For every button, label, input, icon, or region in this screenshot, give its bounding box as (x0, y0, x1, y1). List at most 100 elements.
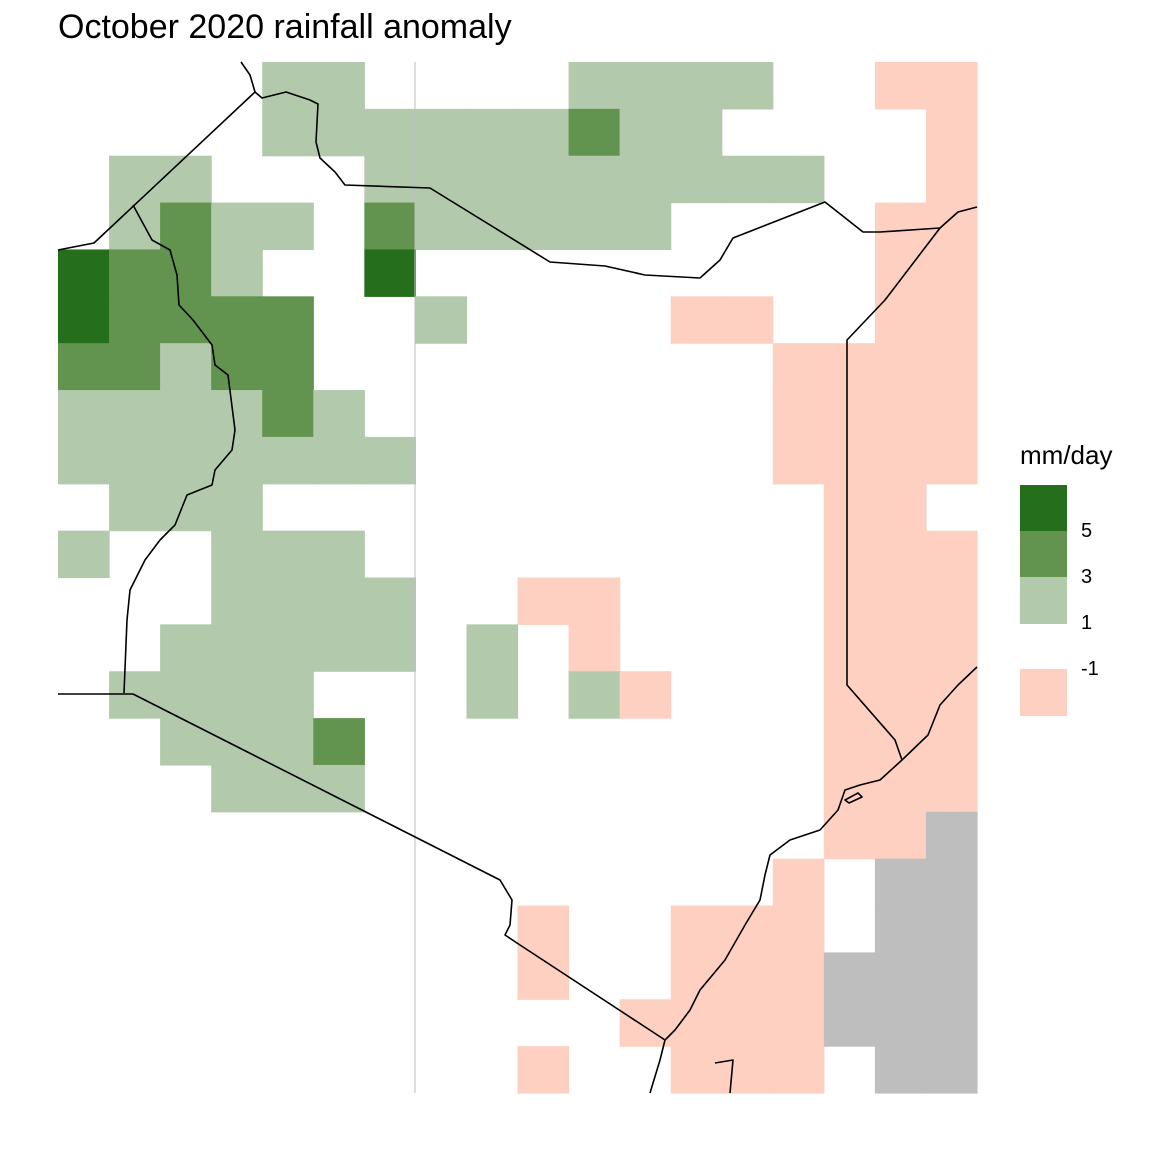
anomaly-cell (211, 764, 263, 813)
anomaly-cell (160, 343, 212, 391)
anomaly-cell (568, 624, 621, 672)
legend-swatch-above-5 (1020, 485, 1067, 532)
anomaly-cell (823, 343, 876, 391)
anomaly-cell (58, 296, 110, 344)
anomaly-cell (874, 764, 927, 813)
anomaly-cell (772, 858, 825, 907)
anomaly-cell (160, 202, 212, 251)
anomaly-cell (925, 155, 978, 204)
anomaly-cell (568, 108, 621, 157)
anomaly-cell (823, 483, 876, 532)
anomaly-cell (823, 530, 876, 579)
anomaly-cell (313, 577, 365, 625)
legend-title: mm/day (1020, 440, 1113, 470)
anomaly-cell (466, 108, 519, 157)
anomaly-cell (619, 62, 672, 110)
anomaly-cell (313, 624, 365, 672)
anomaly-cell (823, 952, 876, 1000)
anomaly-cell (109, 390, 161, 438)
anomaly-cell (925, 108, 978, 157)
anomaly-cell (211, 343, 263, 391)
anomaly-cell (823, 671, 876, 719)
anomaly-cell (262, 436, 314, 485)
anomaly-cell (772, 1046, 825, 1094)
anomaly-cell (874, 1046, 927, 1094)
anomaly-cell (925, 202, 978, 251)
anomaly-cell (772, 952, 825, 1000)
anomaly-cell (823, 577, 876, 625)
anomaly-cell (160, 436, 212, 485)
anomaly-cell (109, 483, 161, 532)
map-title: October 2020 rainfall anomaly (58, 8, 512, 46)
anomaly-cell (211, 577, 263, 625)
anomaly-cell (517, 577, 570, 625)
anomaly-cell (568, 202, 621, 251)
anomaly-cell (925, 764, 978, 813)
anomaly-cell (925, 999, 978, 1047)
anomaly-cell (619, 202, 672, 251)
anomaly-cell (670, 108, 723, 157)
anomaly-cell (262, 390, 314, 438)
anomaly-cell (874, 436, 927, 485)
anomaly-cell (874, 483, 927, 532)
anomaly-cell (262, 108, 314, 157)
anomaly-cell (721, 155, 774, 204)
anomaly-cell (568, 62, 621, 110)
anomaly-cell (721, 62, 774, 110)
anomaly-cell (925, 858, 978, 907)
anomaly-cell (262, 343, 314, 391)
anomaly-cell (772, 343, 825, 391)
anomaly-cell (466, 624, 519, 672)
anomaly-cell (466, 671, 519, 719)
anomaly-cell (313, 62, 365, 110)
anomaly-cell (160, 718, 212, 766)
anomaly-cell (772, 436, 825, 485)
anomaly-cell (160, 155, 212, 204)
anomaly-cell (313, 436, 365, 485)
anomaly-cell (874, 390, 927, 438)
anomaly-cell (670, 999, 723, 1047)
anomaly-cell (874, 577, 927, 625)
anomaly-cell (262, 624, 314, 672)
anomaly-cell (211, 671, 263, 719)
anomaly-cell (925, 718, 978, 766)
anomaly-cell (670, 62, 723, 110)
anomaly-cell (364, 202, 416, 251)
anomaly-cell (721, 1046, 774, 1094)
anomaly-cell (58, 530, 110, 579)
legend-swatch-1-to-3 (1020, 577, 1067, 624)
anomaly-cell (874, 296, 927, 344)
anomaly-cell (313, 390, 365, 438)
anomaly-cell (415, 202, 468, 251)
anomaly-cell (925, 62, 978, 110)
anomaly-cell (925, 624, 978, 672)
anomaly-cell (772, 905, 825, 954)
anomaly-cell (721, 952, 774, 1000)
anomaly-cell (772, 390, 825, 438)
anomaly-cell (925, 577, 978, 625)
somalia-kenya-border (846, 227, 941, 761)
anomaly-cell (58, 343, 110, 391)
anomaly-cell (262, 202, 314, 251)
anomaly-cell (262, 530, 314, 579)
anomaly-cell (925, 390, 978, 438)
anomaly-cell (874, 858, 927, 907)
legend-tick-5: 5 (1081, 520, 1093, 542)
anomaly-cell (160, 483, 212, 532)
anomaly-cell (925, 296, 978, 344)
anomaly-cell (109, 202, 161, 251)
anomaly-cell (874, 530, 927, 579)
anomaly-cell (874, 811, 927, 860)
anomaly-cell (160, 296, 212, 344)
anomaly-cell (364, 108, 416, 157)
anomaly-cell (211, 296, 263, 344)
anomaly-cell (109, 249, 161, 297)
anomaly-cell (466, 155, 519, 204)
anomaly-cell (415, 108, 468, 157)
country-borders (57, 61, 978, 1094)
anomaly-cell (670, 952, 723, 1000)
anomaly-cell (874, 343, 927, 391)
anomaly-cell (925, 436, 978, 485)
anomaly-cell (313, 718, 365, 766)
anomaly-cell (568, 155, 621, 204)
